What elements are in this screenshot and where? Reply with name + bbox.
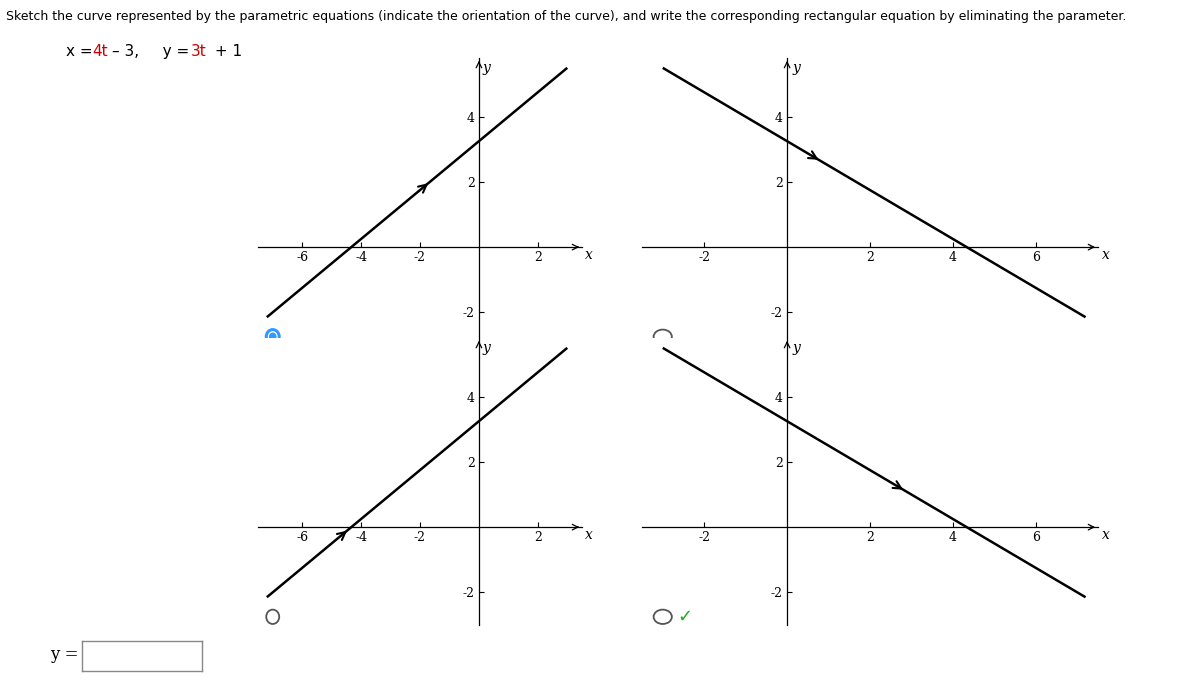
- Text: 4t: 4t: [92, 44, 108, 59]
- Circle shape: [266, 330, 280, 344]
- Text: 3t: 3t: [191, 44, 206, 59]
- Circle shape: [266, 610, 280, 624]
- Circle shape: [654, 330, 672, 344]
- Circle shape: [269, 333, 276, 341]
- Text: + 1: + 1: [210, 44, 242, 59]
- Text: y =: y =: [148, 44, 193, 59]
- Text: ✓: ✓: [677, 608, 692, 626]
- Text: x: x: [1102, 529, 1110, 542]
- Text: x: x: [1102, 249, 1110, 262]
- Circle shape: [654, 610, 672, 624]
- Text: y: y: [482, 342, 491, 355]
- Text: x: x: [584, 529, 593, 542]
- Text: – 3,: – 3,: [112, 44, 139, 59]
- Text: x =: x =: [66, 44, 97, 59]
- Text: y: y: [482, 61, 491, 75]
- Text: Sketch the curve represented by the parametric equations (indicate the orientati: Sketch the curve represented by the para…: [6, 10, 1127, 23]
- Text: y =: y =: [50, 646, 79, 663]
- Text: y: y: [792, 61, 800, 75]
- Text: y: y: [792, 342, 800, 355]
- Text: x: x: [584, 249, 593, 262]
